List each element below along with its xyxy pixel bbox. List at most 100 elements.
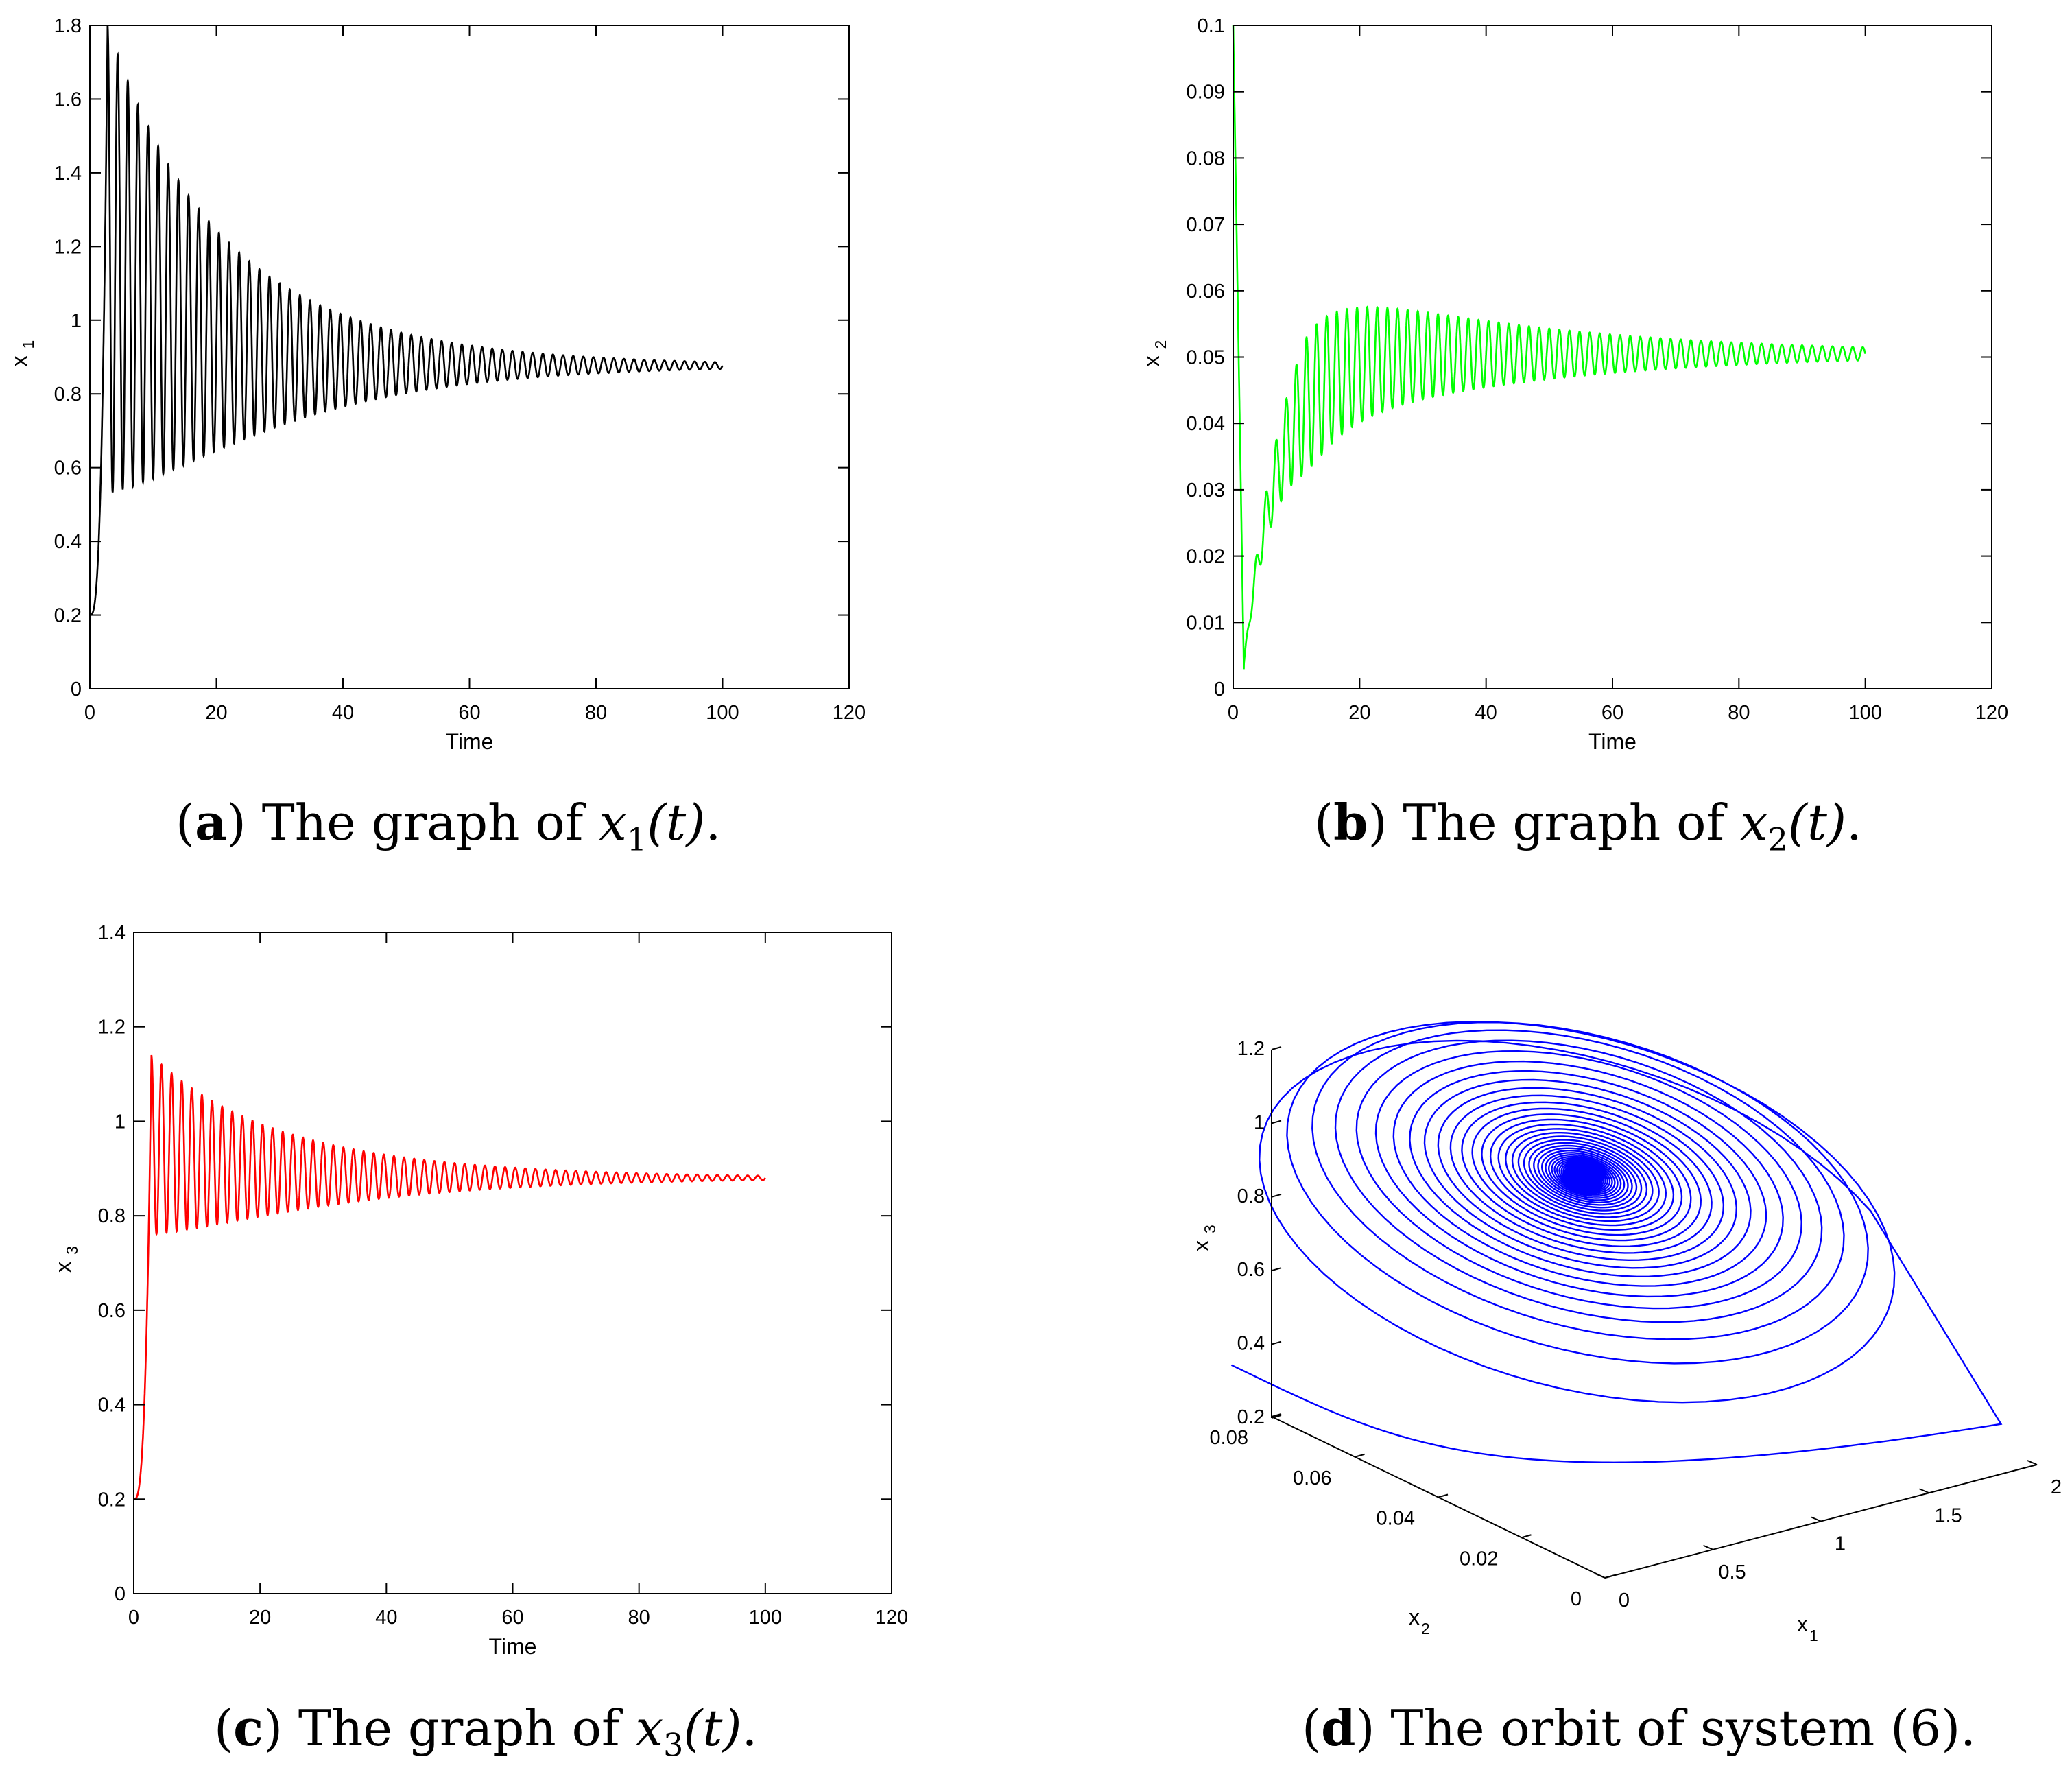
x-tick-label: 100	[749, 1607, 782, 1629]
z-tick-mark	[1271, 1193, 1282, 1198]
x2-tick-label: 0.08	[1210, 1427, 1248, 1449]
x1-tick-mark	[1811, 1516, 1822, 1522]
z-tick-label: 0.4	[1237, 1333, 1265, 1355]
y-tick-label: 0.4	[98, 1395, 126, 1417]
x-tick-label: 40	[332, 702, 354, 724]
y-tick-label: 0.6	[54, 458, 82, 480]
x-axis-label: Time	[489, 1634, 537, 1659]
x2-tick-mark	[1271, 1413, 1282, 1417]
x2-axis-label-sub: 2	[1421, 1620, 1430, 1638]
z-tick-mark	[1271, 1046, 1282, 1050]
series-line-b	[1232, 25, 1866, 670]
x-tick-label: 0	[1228, 702, 1239, 724]
y-tick-label: 1.4	[54, 163, 82, 185]
z-tick-label: 0.2	[1237, 1406, 1265, 1428]
y-tick-label: 1	[71, 310, 82, 332]
x-tick-label: 80	[628, 1607, 650, 1629]
z-tick-mark	[1271, 1415, 1282, 1419]
x1-tick-mark	[1703, 1544, 1713, 1550]
z-tick-mark	[1271, 1120, 1282, 1124]
y-tick-label: 1.6	[54, 88, 82, 110]
x1-tick-mark	[2027, 1460, 2038, 1465]
x-tick-label: 20	[249, 1607, 271, 1629]
y-tick-label: 0.03	[1187, 480, 1225, 501]
x-axis-label: Time	[446, 729, 494, 754]
x-tick-label: 40	[375, 1607, 397, 1629]
y-tick-label: 0.04	[1187, 413, 1225, 435]
y-tick-label: 1.8	[54, 15, 82, 37]
y-axis-label: x1	[7, 340, 37, 367]
x-tick-label: 60	[1601, 702, 1623, 724]
z-tick-mark	[1271, 1267, 1282, 1272]
z-axis-label-text: x	[1189, 1240, 1213, 1251]
y-axis-label-text: x	[7, 356, 32, 367]
x1-tick-mark	[1919, 1488, 1929, 1494]
y-axis-label: x2	[1139, 340, 1169, 367]
x-tick-label: 100	[1848, 702, 1881, 724]
x1-tick-label: 1	[1835, 1533, 1846, 1555]
x-tick-label: 100	[706, 702, 739, 724]
y-tick-label: 0.07	[1187, 214, 1225, 236]
y-tick-label: 0.8	[98, 1205, 126, 1227]
z-tick-label: 1.2	[1237, 1038, 1265, 1060]
x-tick-label: 40	[1475, 702, 1497, 724]
x2-tick-label: 0.06	[1293, 1467, 1331, 1489]
caption-b: (b) The graph of x2(t).	[1314, 793, 1862, 858]
y-tick-label: 0.2	[98, 1489, 126, 1511]
orbit-line	[1230, 1021, 2003, 1464]
x-tick-label: 120	[875, 1607, 908, 1629]
z-tick-label: 0.8	[1237, 1185, 1265, 1207]
x-tick-label: 0	[128, 1607, 139, 1629]
x2-tick-label: 0.02	[1460, 1548, 1498, 1570]
series-line-c	[134, 1054, 766, 1500]
series-line-a	[89, 25, 724, 616]
x-axis-label: Time	[1588, 729, 1636, 754]
y-tick-label: 0	[1214, 678, 1225, 700]
x-tick-label: 120	[1975, 702, 2008, 724]
y-tick-label: 0.2	[54, 605, 82, 627]
x2-tick-label: 0.04	[1377, 1508, 1415, 1530]
y-tick-label: 0.08	[1187, 147, 1225, 169]
y-axis-label-sub: 1	[19, 340, 37, 349]
y-tick-label: 0.4	[54, 531, 82, 553]
z-tick-label: 0.6	[1237, 1259, 1265, 1281]
z-tick-mark	[1271, 1340, 1282, 1345]
x1-tick-label: 0	[1619, 1590, 1630, 1611]
panel-b-x2-time-series: 0 20 40 60 80 100 120 0 0.01 0.02 0.03 0.04 0.05 0.06…	[1139, 15, 2008, 754]
y-tick-label: 1	[115, 1111, 126, 1133]
y-tick-label: 0.09	[1187, 82, 1225, 104]
x2-tick-mark	[1355, 1453, 1365, 1458]
x-tick-label: 120	[833, 702, 866, 724]
y-tick-label: 1.2	[98, 1017, 126, 1039]
y-tick-label: 0.05	[1187, 347, 1225, 369]
y-tick-label: 0.02	[1187, 546, 1225, 568]
y-tick-label: 1.4	[98, 922, 126, 944]
x-tick-label: 80	[1728, 702, 1750, 724]
z-tick-label: 1	[1254, 1111, 1265, 1133]
x1-tick-label: 1.5	[1934, 1504, 1962, 1526]
y-tick-label: 0.01	[1187, 612, 1225, 634]
x2-axis-label: x	[1409, 1605, 1420, 1629]
x-tick-label: 60	[458, 702, 480, 724]
y-axis-label-sub: 3	[63, 1246, 81, 1255]
panel-a-x1-time-series: 0 20 40 60 80 100 120 0 0.2 0.4 0.6 0.8 1 1.2 1.4 1.6 1.…	[7, 15, 866, 754]
panel-d-3d-orbit: 0.2 0.4 0.6 0.8 1 1.2 0 0.02 0.04 0.06 0.08 0 0.5 1 1.…	[1189, 1021, 2062, 1644]
y-tick-label: 0.06	[1187, 281, 1225, 303]
caption-c: (c) The graph of x3(t).	[214, 1699, 758, 1764]
y-tick-label: 0.1	[1198, 15, 1225, 37]
y-axis-label-text: x	[1139, 356, 1164, 367]
x2-tick-label: 0	[1571, 1588, 1582, 1610]
y-axis-label-sub: 2	[1152, 340, 1169, 349]
x-tick-label: 80	[585, 702, 607, 724]
x1-tick-label: 2	[2051, 1476, 2062, 1498]
caption-a: (a) The graph of x1(t).	[176, 793, 722, 858]
x1-tick-mark	[1595, 1573, 1606, 1579]
y-axis-label-text: x	[51, 1262, 75, 1273]
x-tick-label: 0	[84, 702, 95, 724]
z-axis-label-sub: 3	[1201, 1225, 1219, 1233]
x2-tick-mark	[1604, 1574, 1615, 1579]
caption-d: (d) The orbit of system (6).	[1302, 1699, 1977, 1757]
x2-tick-mark	[1521, 1534, 1532, 1539]
x-tick-label: 60	[501, 1607, 523, 1629]
